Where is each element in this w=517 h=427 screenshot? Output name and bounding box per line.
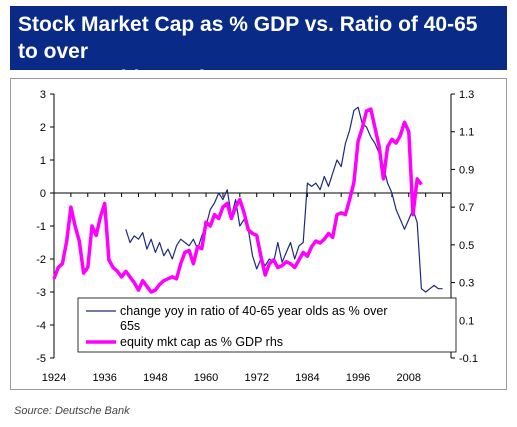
x-tick-label: 1996 <box>346 372 370 384</box>
x-tick-label: 1972 <box>244 372 268 384</box>
y-left-tick-label: 0 <box>40 188 46 200</box>
y-left-tick-label: 1 <box>40 155 46 167</box>
x-tick-label: 1984 <box>295 372 319 384</box>
y-right-tick-label: 0.5 <box>459 240 474 252</box>
y-left-tick-label: -5 <box>36 353 46 365</box>
legend-label-age-ratio-line2: 65s <box>120 319 140 333</box>
x-tick-label: 1936 <box>92 372 116 384</box>
y-left-tick-label: -4 <box>36 320 46 332</box>
title-banner: Stock Market Cap as % GDP vs. Ratio of 4… <box>10 6 507 90</box>
x-tick-label: 2008 <box>397 372 421 384</box>
legend-box <box>77 297 457 353</box>
legend-label-age-ratio-line1: change yoy in ratio of 40-65 year olds a… <box>120 304 388 318</box>
y-right-tick-label: 1.3 <box>459 89 474 101</box>
source-note: Source: Deutsche Bank <box>14 405 130 417</box>
y-right-tick-label: 1.1 <box>459 127 474 139</box>
y-right-tick-label: 0.7 <box>459 202 474 214</box>
y-left-tick-label: -2 <box>36 254 46 266</box>
y-left-tick-label: -1 <box>36 221 46 233</box>
y-right-tick-label: -0.1 <box>459 353 478 365</box>
x-tick-label: 1960 <box>194 372 218 384</box>
age-ratio-change-line <box>125 106 443 293</box>
y-left-tick-label: -3 <box>36 287 46 299</box>
legend-label-equity: equity mkt cap as % GDP rhs <box>120 335 283 349</box>
x-tick-label: 1948 <box>143 372 167 384</box>
y-left-tick-label: 2 <box>40 122 46 134</box>
y-right-tick-label: 0.3 <box>459 278 474 290</box>
equity-mkt-cap-line <box>52 107 423 294</box>
y-right-tick-label: 0.1 <box>459 315 474 327</box>
y-right-tick-label: 0.9 <box>459 164 474 176</box>
y-left-tick-label: 3 <box>40 89 46 101</box>
title-line-1: Stock Market Cap as % GDP vs. Ratio of 4… <box>18 13 478 63</box>
x-tick-label: 1924 <box>42 372 66 384</box>
